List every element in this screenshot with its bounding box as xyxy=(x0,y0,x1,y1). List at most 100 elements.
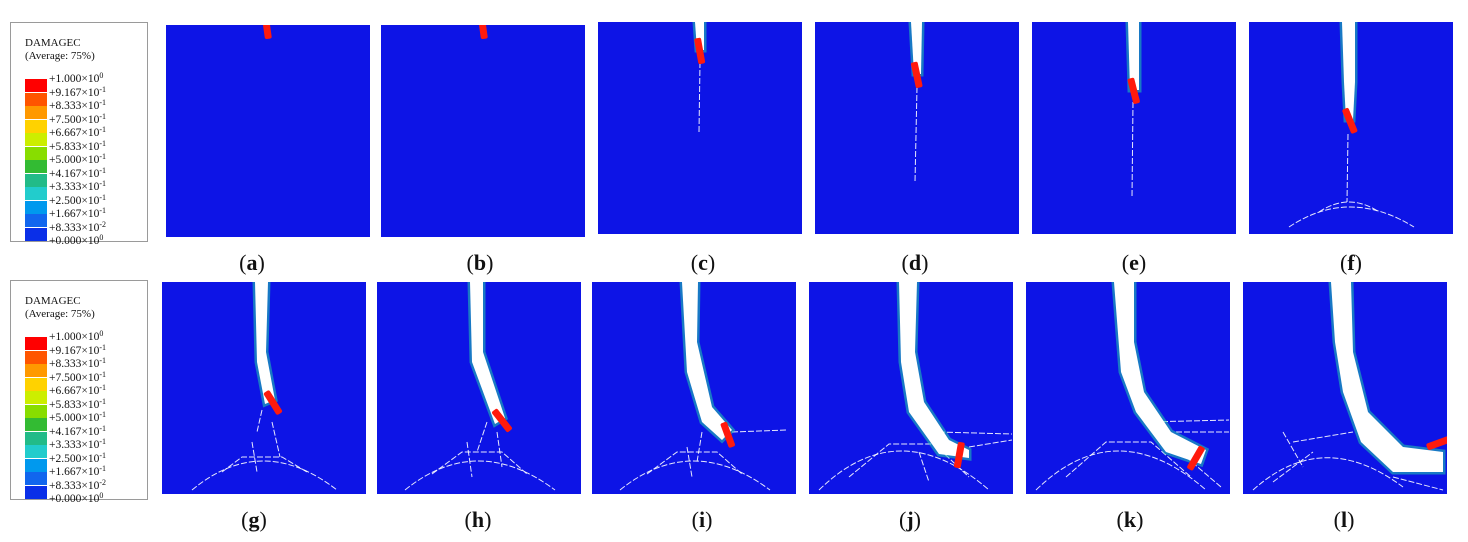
legend-level: +7.500×10-1 xyxy=(25,370,145,391)
legend-swatch xyxy=(25,458,47,472)
legend-level-label: +5.833×10-1 xyxy=(49,138,107,153)
legend-swatch xyxy=(25,431,47,445)
micro-crack xyxy=(191,460,338,491)
micro-crack xyxy=(646,451,743,475)
micro-crack xyxy=(1035,450,1207,491)
cut-channel xyxy=(1331,282,1443,472)
damage-field xyxy=(809,282,1013,494)
legend-level-label: +3.333×10-1 xyxy=(49,437,107,452)
micro-crack xyxy=(731,429,788,433)
caption-g: (g) xyxy=(241,507,267,532)
damage-field xyxy=(162,282,366,494)
panel-e xyxy=(1032,22,1236,234)
legend-level: +1.667×10-1 xyxy=(25,464,145,485)
legend-swatch xyxy=(25,337,47,350)
cutter-tool xyxy=(1127,77,1140,104)
micro-crack xyxy=(1346,133,1349,203)
damage-field xyxy=(381,25,585,237)
legend-swatch xyxy=(25,214,47,227)
cutter-tool xyxy=(1342,107,1358,134)
damage-field xyxy=(1026,282,1230,494)
cut-channel xyxy=(682,282,732,440)
micro-crack xyxy=(698,61,701,133)
legend-level-label: +5.000×10-1 xyxy=(49,410,107,425)
cut-channel xyxy=(1128,22,1139,90)
legend-level-label: +8.333×10-1 xyxy=(49,356,107,371)
legend-swatch xyxy=(25,445,47,458)
legend-swatch xyxy=(25,364,47,377)
legend-swatch xyxy=(25,200,47,214)
legend-level: +3.333×10-1 xyxy=(25,437,145,458)
micro-crack xyxy=(1252,457,1404,491)
legend-level: +6.667×10-1 xyxy=(25,384,145,404)
cut-channel xyxy=(911,22,922,74)
caption-e: (e) xyxy=(1121,250,1147,275)
micro-crack xyxy=(696,431,703,463)
legend-level: +9.167×10-1 xyxy=(25,85,145,106)
legend-level-label: +1.667×10-1 xyxy=(49,206,107,221)
legend-level-label: +1.667×10-1 xyxy=(49,464,107,479)
caption-a: (a) xyxy=(239,250,265,275)
micro-crack xyxy=(404,460,556,491)
panel-a xyxy=(166,25,370,237)
legend-title: DAMAGEC xyxy=(25,295,81,307)
micro-crack xyxy=(1392,476,1444,491)
legend-level: +4.167×10-1 xyxy=(25,424,145,445)
legend-swatch xyxy=(25,350,47,364)
rock-block xyxy=(166,25,370,237)
legend-level-label: +3.333×10-1 xyxy=(49,179,107,194)
panel-h xyxy=(377,282,581,494)
cut-channel xyxy=(255,282,275,404)
legend-level-label: +8.333×10-2 xyxy=(49,477,107,492)
legend-subtitle: (Average: 75%) xyxy=(25,50,95,62)
legend-swatch xyxy=(25,187,47,200)
legend-level: +5.000×10-1 xyxy=(25,410,145,431)
caption-b: (b) xyxy=(466,250,494,275)
legend-swatch xyxy=(25,160,47,173)
legend-swatch xyxy=(25,485,47,499)
caption-d: (d) xyxy=(901,250,929,275)
caption-j: (j) xyxy=(899,507,921,532)
legend-level-label: +5.833×10-1 xyxy=(49,396,107,411)
legend-level: +2.500×10-1 xyxy=(25,193,145,214)
micro-crack xyxy=(1272,451,1314,483)
cutter-tool xyxy=(261,25,272,40)
legend-level-label: +4.167×10-1 xyxy=(49,165,107,180)
legend-level: +4.167×10-1 xyxy=(25,165,145,187)
legend-swatch xyxy=(25,227,47,241)
cutter-tool xyxy=(720,421,735,448)
cutter-tool xyxy=(953,441,965,469)
micro-crack xyxy=(251,441,258,473)
legend-level-label: +0.000×100 xyxy=(49,233,104,248)
damage-field xyxy=(815,22,1019,234)
cut-channel xyxy=(899,282,969,458)
micro-crack xyxy=(848,443,970,478)
micro-crack xyxy=(619,460,771,491)
legend-level-label: +2.500×10-1 xyxy=(49,450,107,465)
legend-swatch xyxy=(25,79,47,92)
legend-swatch xyxy=(25,119,47,133)
legend-subtitle: (Average: 75%) xyxy=(25,308,95,320)
micro-crack xyxy=(1065,441,1192,478)
legend-swatch xyxy=(25,472,47,485)
legend-swatch xyxy=(25,92,47,106)
legend-level: +5.000×10-1 xyxy=(25,153,145,173)
caption-l: (l) xyxy=(1333,507,1355,532)
damage-field xyxy=(1249,22,1453,234)
caption-i: (i) xyxy=(691,507,713,532)
cut-channel xyxy=(1342,22,1355,120)
micro-crack xyxy=(1318,201,1380,213)
legend-title: DAMAGEC xyxy=(25,37,81,49)
legend-level: +1.667×10-1 xyxy=(25,206,145,227)
cutter-tool xyxy=(492,408,512,433)
legend-level-label: +6.667×10-1 xyxy=(49,125,107,140)
legend-level-label: +7.500×10-1 xyxy=(49,111,107,126)
legend-level: +0.000×100 xyxy=(25,492,145,506)
legend-swatch xyxy=(25,404,47,418)
legend-level: +8.333×10-1 xyxy=(25,99,145,119)
micro-crack xyxy=(818,450,990,491)
micro-crack xyxy=(938,431,1013,435)
micro-crack xyxy=(431,451,528,475)
legend-level: +9.167×10-1 xyxy=(25,343,145,364)
legend-level: +5.833×10-1 xyxy=(25,396,145,418)
